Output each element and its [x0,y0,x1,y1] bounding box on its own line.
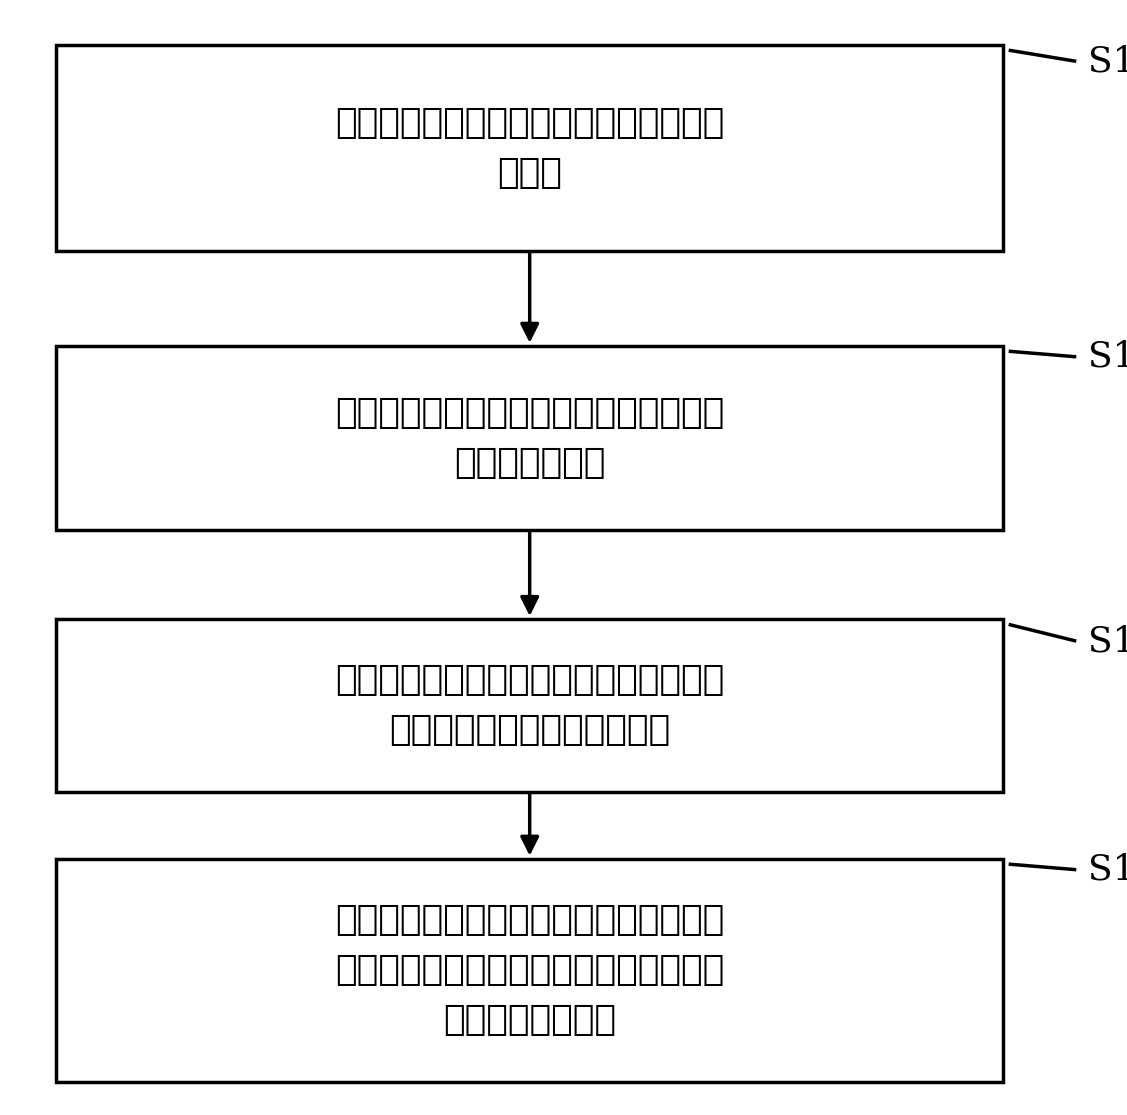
Bar [56,859,1003,1082]
Bar [56,346,1003,530]
Text: S120: S120 [1088,340,1127,374]
Text: 制备用来探测油井出水层和来水方位的探
测溶液: 制备用来探测油井出水层和来水方位的探 测溶液 [335,106,725,190]
Text: S110: S110 [1088,45,1127,78]
Text: 在注水井注水开采过程中混入探测溶液，
以进行驱油生产: 在注水井注水开采过程中混入探测溶液， 以进行驱油生产 [335,396,725,479]
Text: S140: S140 [1088,853,1127,886]
Bar [56,619,1003,792]
Text: 若在生产过程中发生油井出水的情况，则
测量该井筒周围特定的放射性: 若在生产过程中发生油井出水的情况，则 测量该井筒周围特定的放射性 [335,663,725,747]
Bar [56,45,1003,251]
Text: 根据放射性测量结果绘制油井出水层及来
水方位的探测云图，并以此判定出水层井
深位置和来水方位: 根据放射性测量结果绘制油井出水层及来 水方位的探测云图，并以此判定出水层井 深位… [335,903,725,1037]
Text: S130: S130 [1088,624,1127,658]
